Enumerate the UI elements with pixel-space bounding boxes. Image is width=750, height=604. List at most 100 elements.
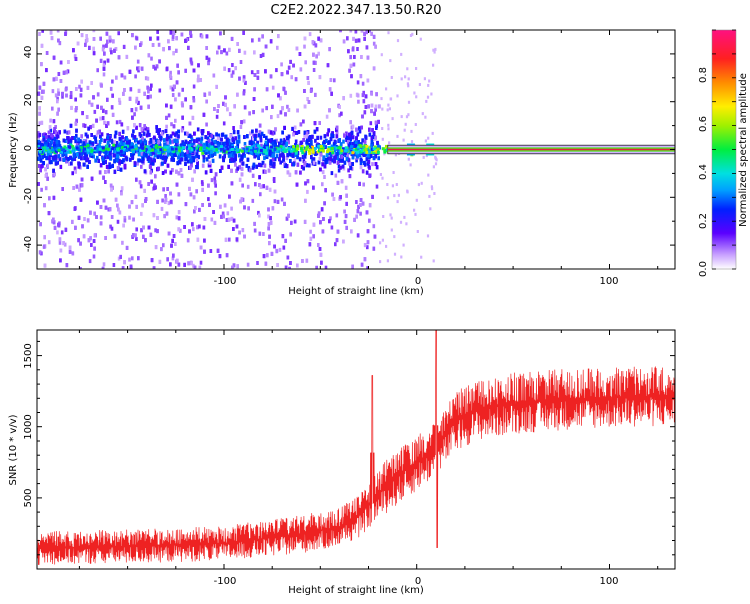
spectrogram-cell: [238, 48, 241, 53]
spectrogram-cell: [267, 214, 270, 219]
spectrogram-cell: [286, 153, 289, 158]
spectrogram-cell: [257, 155, 260, 160]
figure-title: C2E2.2022.347.13.50.R20: [270, 3, 441, 18]
spectrogram-cell: [328, 219, 331, 224]
spectrogram-cell: [135, 177, 138, 182]
spectrogram-cell: [290, 75, 293, 80]
spectrogram-cell: [309, 229, 312, 234]
spectrogram-cell: [220, 165, 224, 170]
spectrogram-cell: [222, 101, 225, 106]
spectrogram-cell: [187, 141, 191, 146]
spectrogram-cell: [67, 60, 70, 64]
spectrogram-cell: [340, 179, 344, 184]
spectrogram-cell: [236, 92, 239, 97]
spectrogram-cell: [288, 152, 292, 157]
spectrogram-cell: [224, 237, 228, 242]
spectrogram-cell: [284, 238, 287, 243]
spectrogram-cell: [372, 246, 376, 251]
spectrogram-cell: [175, 182, 179, 187]
spectrogram-cell: [164, 169, 167, 174]
spectrogram-cell: [377, 119, 380, 124]
spectrogram-cell: [115, 120, 119, 125]
spectrogram-cell: [273, 161, 276, 166]
spectrogram-cell: [118, 100, 122, 105]
spectrogram-cell: [322, 159, 325, 164]
spectrogram-cell: [38, 106, 41, 111]
spectrogram-cell: [150, 258, 154, 263]
spectrogram-cell: [285, 156, 289, 161]
spectrogram-cell: [264, 69, 267, 74]
spectrogram-cell: [57, 154, 61, 159]
spectrogram-cell: [197, 154, 200, 159]
spectrogram-cell: [213, 107, 216, 111]
spectrogram-cell: [363, 31, 366, 36]
spectrogram-cell: [344, 185, 348, 190]
spectrogram-cell: [125, 138, 129, 143]
spectrogram-cell: [154, 66, 157, 71]
spectrogram-cell: [351, 155, 355, 160]
spectrogram-cell: [217, 144, 220, 149]
spectrogram-cell: [40, 62, 43, 67]
spectrogram-cell: [266, 253, 269, 258]
spectrogram-cell: [96, 104, 99, 109]
spectrogram-cell: [167, 39, 170, 44]
spectrogram-cell: [374, 120, 378, 125]
spectrogram-cell: [282, 87, 286, 92]
spectrogram-cell: [135, 204, 138, 209]
spectrogram-cell: [167, 231, 171, 236]
spectrogram-cell: [116, 166, 120, 170]
spectrogram-cell: [315, 127, 319, 132]
spectrogram-cell: [247, 166, 251, 170]
spectrogram-cell: [317, 160, 321, 165]
spectrogram-cell: [149, 94, 152, 99]
spectrogram-cell: [269, 74, 273, 79]
spectrogram-cell: [320, 207, 324, 212]
spectrogram-cell: [176, 258, 179, 263]
spectrogram-cell: [226, 142, 229, 147]
spectrogram-cell: [240, 172, 244, 177]
spectrogram-cell: [364, 105, 368, 109]
spectrogram-cell: [104, 170, 107, 174]
spectrogram-cell: [243, 105, 247, 110]
spectrogram-cell: [43, 141, 47, 146]
spectrogram-cell: [146, 130, 150, 135]
spectrogram-cell: [190, 135, 193, 140]
spectrogram-cell: [81, 224, 84, 229]
spectrogram-cell: [324, 188, 327, 193]
spectrogram-cell: [176, 63, 179, 68]
spectrogram-cell: [322, 144, 326, 149]
spectrogram-cell: [357, 38, 361, 43]
spectrogram-cell: [296, 263, 299, 268]
spectrogram-cell: [88, 259, 92, 264]
spectrogram-cell: [374, 107, 377, 112]
spectrogram-cell: [297, 130, 301, 134]
spectrogram-cell: [234, 162, 237, 167]
spectrogram-cell: [37, 131, 40, 136]
spectrogram-cell: [183, 152, 187, 157]
spectrogram-cell: [94, 139, 98, 144]
spectrogram-cell: [222, 142, 225, 146]
spectrogram-cell: [109, 38, 112, 43]
spectrogram-cell: [158, 259, 162, 264]
spectrogram-cell: [361, 138, 364, 143]
spectrogram-cell: [352, 36, 355, 41]
spectrogram-cell: [120, 152, 123, 157]
spectrogram-cell: [77, 152, 81, 157]
spectrogram-cell: [293, 158, 297, 163]
spectrogram-cell: [303, 89, 306, 93]
spectrogram-cell: [120, 191, 123, 196]
spectrogram-cell: [252, 110, 255, 115]
spectrogram-cell: [324, 145, 327, 150]
spectrogram-cell: [177, 171, 181, 176]
spectrogram-cell: [111, 140, 114, 145]
spectrogram-cell: [223, 48, 226, 53]
spectrogram-cell: [84, 139, 88, 144]
spectrogram-cell: [208, 91, 211, 96]
spectrogram-cell: [155, 125, 158, 130]
spectrogram-cell: [143, 124, 146, 129]
spectrogram-cell: [125, 157, 128, 162]
spectrogram-cell: [164, 194, 167, 198]
spectrogram-cell: [77, 215, 81, 220]
spectrogram-cell: [171, 168, 174, 173]
spectrogram-cell: [345, 225, 348, 230]
